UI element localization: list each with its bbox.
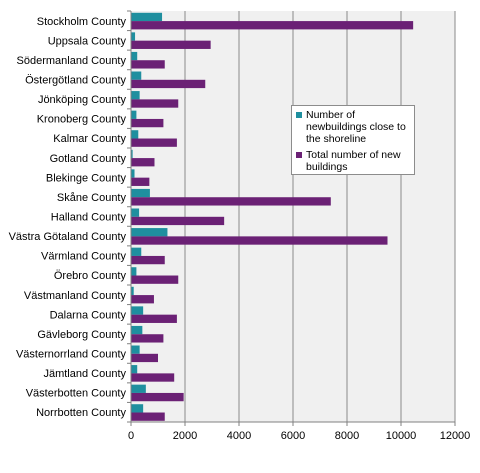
x-tick-label-3: 6000 — [281, 430, 305, 442]
bar-total-20 — [131, 412, 165, 421]
bar-total-18 — [131, 373, 175, 382]
bar-shoreline-10 — [131, 208, 140, 217]
bar-total-10 — [131, 216, 225, 226]
category-label-13: Örebro County — [54, 270, 127, 282]
bar-total-15 — [131, 314, 177, 323]
bar-shoreline-18 — [131, 365, 138, 374]
bar-total-13 — [131, 275, 179, 284]
bar-shoreline-11 — [131, 228, 168, 237]
category-label-0: Stockholm County — [37, 16, 127, 28]
category-label-1: Uppsala County — [48, 35, 127, 47]
category-label-8: Blekinge County — [46, 172, 127, 184]
bar-total-7 — [131, 158, 155, 167]
bar-shoreline-20 — [131, 404, 144, 413]
category-label-5: Kronoberg County — [37, 114, 127, 126]
bar-total-8 — [131, 177, 150, 186]
legend-item-shoreline: Number of newbuildings close to the shor… — [296, 109, 410, 145]
bar-total-6 — [131, 138, 177, 147]
category-label-17: Västernorrland County — [16, 349, 127, 361]
category-label-15: Dalarna County — [50, 309, 127, 321]
bar-shoreline-13 — [131, 267, 137, 276]
x-tick-label-0: 0 — [128, 430, 134, 442]
bar-shoreline-8 — [131, 169, 135, 178]
legend-swatch-shoreline — [296, 112, 302, 118]
bar-total-2 — [131, 60, 165, 69]
bar-shoreline-17 — [131, 345, 140, 354]
bar-total-9 — [131, 197, 331, 206]
bar-shoreline-5 — [131, 110, 137, 119]
bar-total-19 — [131, 392, 184, 402]
bar-total-1 — [131, 40, 211, 49]
bar-total-17 — [131, 353, 158, 363]
category-label-3: Östergötland County — [25, 75, 126, 87]
bar-total-3 — [131, 79, 206, 89]
legend-swatch-total — [296, 152, 302, 158]
category-label-19: Västerbotten County — [26, 388, 127, 400]
category-label-4: Jönköping County — [38, 94, 127, 106]
category-label-10: Halland County — [51, 212, 127, 224]
x-tick-label-5: 10000 — [386, 430, 417, 442]
bar-shoreline-4 — [131, 91, 140, 100]
bar-shoreline-9 — [131, 188, 150, 198]
legend-item-total: Total number of new buildings — [296, 149, 410, 173]
bar-shoreline-1 — [131, 32, 136, 41]
x-tick-label-6: 12000 — [440, 430, 471, 442]
bar-shoreline-3 — [131, 71, 142, 80]
bar-shoreline-7 — [131, 149, 133, 159]
category-label-14: Västmanland County — [24, 290, 127, 302]
category-label-9: Skåne County — [57, 192, 127, 204]
bar-total-4 — [131, 99, 179, 108]
x-tick-label-2: 4000 — [227, 430, 251, 442]
x-tick-label-4: 8000 — [335, 430, 359, 442]
legend-label-shoreline: Number of newbuildings close to the shor… — [306, 109, 406, 145]
bar-shoreline-2 — [131, 51, 138, 61]
category-label-18: Jämtland County — [43, 368, 126, 380]
bar-shoreline-6 — [131, 130, 139, 139]
bar-total-12 — [131, 255, 165, 265]
bar-total-0 — [131, 21, 414, 30]
bar-total-14 — [131, 295, 154, 304]
bar-shoreline-14 — [131, 286, 134, 296]
bar-shoreline-12 — [131, 247, 142, 256]
bar-shoreline-15 — [131, 306, 144, 315]
category-label-11: Västra Götaland County — [9, 231, 127, 243]
bar-total-16 — [131, 334, 164, 343]
bar-shoreline-16 — [131, 325, 143, 335]
x-tick-label-1: 2000 — [173, 430, 197, 442]
bar-total-11 — [131, 236, 388, 245]
category-label-2: Södermanland County — [17, 55, 127, 67]
bar-total-5 — [131, 118, 164, 128]
category-label-16: Gävleborg County — [37, 329, 126, 341]
category-label-20: Norrbotten County — [36, 407, 126, 419]
category-label-6: Kalmar County — [53, 133, 126, 145]
bar-shoreline-0 — [131, 12, 163, 22]
legend-label-total: Total number of new buildings — [306, 149, 401, 173]
legend: Number of newbuildings close to the shor… — [291, 105, 415, 175]
bar-shoreline-19 — [131, 384, 146, 393]
category-label-12: Värmland County — [41, 251, 126, 263]
category-label-7: Gotland County — [50, 153, 127, 165]
